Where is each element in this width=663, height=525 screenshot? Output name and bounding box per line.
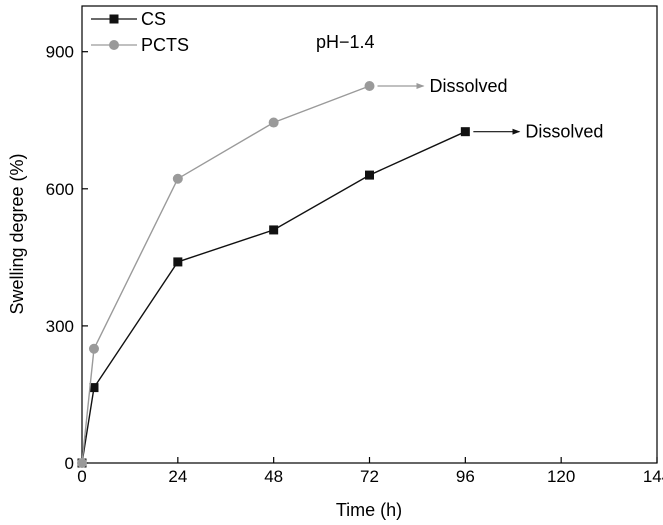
data-point-cs bbox=[365, 170, 374, 180]
data-point-pcts bbox=[172, 173, 183, 184]
series-line-pcts bbox=[81, 85, 370, 464]
data-point-pcts bbox=[364, 80, 375, 91]
legend-label-pcts: PCTS bbox=[141, 35, 189, 55]
y-tick-label: 600 bbox=[46, 180, 74, 199]
x-tick-label: 48 bbox=[264, 467, 283, 486]
legend-item-cs: CS bbox=[91, 9, 166, 29]
legend: CS PCTS bbox=[91, 9, 189, 55]
x-tick-label: 144 bbox=[643, 467, 663, 486]
ph-annotation: pH−1.4 bbox=[316, 32, 375, 52]
data-point-pcts bbox=[268, 117, 279, 128]
y-axis-title: Swelling degree (%) bbox=[7, 153, 27, 314]
dissolved-label-pcts: Dissolved bbox=[430, 76, 508, 96]
plot-frame bbox=[81, 5, 658, 464]
x-tick-label: 96 bbox=[456, 467, 475, 486]
data-point-cs bbox=[269, 225, 279, 235]
series-line-cs bbox=[81, 131, 466, 464]
x-axis-ticks: 0 24 48 72 96 120 144 bbox=[77, 457, 663, 486]
x-tick-label: 0 bbox=[77, 467, 86, 486]
y-axis-ticks: 0 300 600 900 bbox=[46, 43, 88, 473]
x-tick-label: 72 bbox=[360, 467, 379, 486]
legend-label-cs: CS bbox=[141, 9, 166, 29]
x-tick-label: 120 bbox=[547, 467, 575, 486]
legend-marker-cs bbox=[109, 14, 119, 24]
y-tick-label: 0 bbox=[65, 454, 74, 473]
y-tick-label: 900 bbox=[46, 43, 74, 62]
data-point-cs bbox=[89, 383, 99, 393]
data-point-pcts bbox=[88, 343, 99, 354]
dissolved-label-cs: Dissolved bbox=[525, 122, 603, 142]
data-point-cs bbox=[173, 257, 183, 267]
x-axis-title: Time (h) bbox=[336, 500, 402, 520]
legend-marker-pcts bbox=[109, 40, 119, 50]
series-layer: Dissolved Dissolved bbox=[77, 76, 603, 468]
x-tick-label: 24 bbox=[168, 467, 187, 486]
y-tick-label: 300 bbox=[46, 317, 74, 336]
data-point-cs bbox=[460, 127, 470, 137]
legend-item-pcts: PCTS bbox=[91, 35, 189, 55]
data-point-pcts bbox=[77, 458, 87, 468]
